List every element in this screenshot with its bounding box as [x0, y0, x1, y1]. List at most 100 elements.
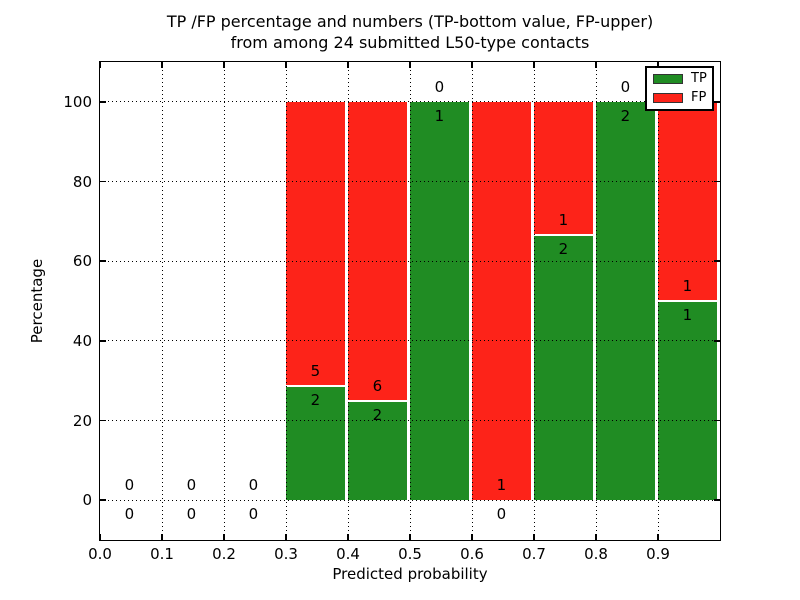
vertical-gridline: [533, 62, 535, 540]
vertical-gridline: [161, 62, 163, 540]
y-tick-mark: [100, 180, 106, 183]
plot-canvas: 0 0 0 0 0 0 5 2 6 2 0 1 1 0 1 2 0 2 1 1: [100, 62, 720, 540]
tp-count-label: 2: [310, 391, 321, 410]
fp-count-label: 0: [186, 476, 197, 495]
tp-count-label: 1: [434, 106, 445, 125]
vertical-gridline: [285, 62, 287, 540]
vertical-gridline: [223, 62, 225, 540]
x-tick-mark: [595, 62, 597, 68]
x-tick-label: 0.9: [646, 545, 670, 563]
y-tick-mark: [714, 340, 720, 342]
x-tick-mark: [223, 62, 225, 68]
y-tick-mark: [714, 499, 720, 501]
x-tick-mark: [533, 534, 535, 540]
x-tick-mark: [161, 62, 163, 68]
fp-legend-swatch: [653, 93, 683, 103]
y-tick-mark: [100, 340, 106, 342]
x-tick-label: 0.6: [460, 545, 484, 563]
x-tick-mark: [471, 62, 473, 68]
y-tick-mark: [100, 499, 106, 501]
fp-bar-segment: [658, 101, 717, 301]
y-tick-label: 0: [82, 491, 92, 510]
y-tick-label: 60: [72, 252, 92, 271]
x-tick-label: 0.8: [584, 545, 608, 563]
x-tick-mark: [409, 534, 411, 540]
chart-title: TP /FP percentage and numbers (TP-bottom…: [100, 11, 720, 53]
y-tick-mark: [100, 260, 106, 262]
x-tick-label: 0.2: [212, 545, 236, 563]
y-tick-mark: [100, 419, 106, 422]
x-tick-mark: [347, 62, 349, 68]
x-tick-mark: [409, 62, 411, 68]
segment-divider: [658, 300, 717, 302]
legend: TP FP: [645, 66, 714, 111]
legend-item-fp: FP: [653, 90, 712, 105]
tp-count-label: 1: [682, 306, 693, 324]
fp-count-label: 1: [682, 277, 693, 295]
x-tick-mark: [347, 534, 349, 540]
tp-count-label: 2: [558, 239, 569, 258]
x-tick-label: 0.0: [88, 545, 112, 563]
x-tick-mark: [100, 62, 101, 68]
legend-item-tp: TP: [653, 71, 712, 86]
tp-bar-segment: [534, 234, 593, 501]
fp-count-label: 0: [124, 476, 135, 495]
x-tick-mark: [471, 534, 473, 540]
tp-legend-swatch: [653, 74, 683, 84]
x-tick-mark: [285, 62, 287, 68]
y-tick-label: 80: [72, 172, 92, 191]
x-tick-label: 0.1: [150, 545, 174, 563]
plot-area: 0 0 0 0 0 0 5 2 6 2 0 1 1 0 1 2 0 2 1 1 TP FP: [99, 61, 721, 541]
fp-bar-segment: [534, 101, 593, 235]
tp-bar-segment: [348, 400, 407, 501]
tp-count-label: 0: [496, 505, 507, 524]
fp-count-label: 1: [558, 210, 569, 229]
tp-count-label: 2: [372, 405, 383, 424]
y-tick-mark: [100, 101, 106, 103]
segment-divider: [534, 233, 593, 236]
vertical-gridline: [347, 62, 349, 540]
x-tick-mark: [285, 534, 287, 540]
x-tick-mark: [161, 534, 163, 540]
y-tick-mark: [714, 419, 720, 422]
tp-bar-segment: [658, 301, 717, 501]
chart-title-line2: from among 24 submitted L50-type contact…: [230, 33, 590, 52]
tp-bar-segment: [286, 386, 345, 501]
tp-bar-segment: [596, 101, 655, 501]
tp-count-label: 0: [124, 505, 135, 524]
tp-count-label: 2: [620, 106, 631, 125]
fp-bar-segment: [472, 101, 531, 501]
fp-count-label: 1: [496, 476, 507, 495]
y-tick-label: 40: [72, 331, 92, 350]
y-tick-mark: [714, 101, 720, 103]
tp-count-label: 0: [248, 505, 259, 524]
x-tick-label: 0.5: [398, 545, 422, 563]
x-tick-mark: [533, 62, 535, 68]
vertical-gridline: [657, 62, 659, 540]
x-tick-mark: [657, 534, 659, 540]
y-tick-mark: [714, 180, 720, 183]
vertical-gridline: [471, 62, 473, 540]
segment-divider: [348, 399, 407, 402]
y-tick-label: 100: [63, 92, 92, 111]
fp-count-label: 6: [372, 376, 383, 395]
y-tick-mark: [714, 260, 720, 262]
legend-label-fp: FP: [691, 90, 707, 105]
x-tick-label: 0.3: [274, 545, 298, 563]
fp-count-label: 0: [620, 77, 631, 96]
x-axis-label: Predicted probability: [332, 565, 488, 583]
fp-count-label: 0: [434, 77, 445, 96]
tp-bar-segment: [410, 101, 469, 501]
segment-divider: [286, 385, 345, 388]
y-axis-label: Percentage: [28, 258, 46, 344]
x-tick-label: 0.7: [522, 545, 546, 563]
x-tick-mark: [223, 534, 225, 540]
y-tick-label: 20: [72, 411, 92, 430]
x-tick-mark: [657, 62, 659, 68]
x-tick-mark: [595, 534, 597, 540]
vertical-gridline: [409, 62, 411, 540]
x-tick-label: 0.4: [336, 545, 360, 563]
tp-count-label: 0: [186, 505, 197, 524]
legend-label-tp: TP: [691, 71, 707, 86]
